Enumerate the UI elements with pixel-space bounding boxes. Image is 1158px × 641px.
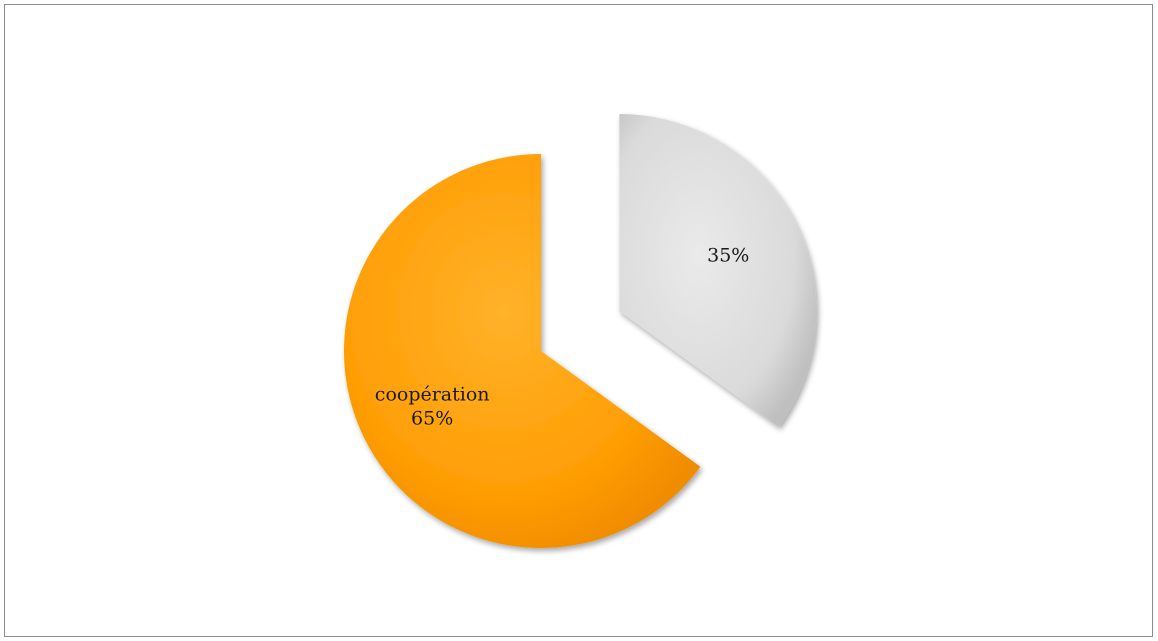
slice-category-label: coopération bbox=[375, 383, 490, 405]
slice-value-label: 65% bbox=[411, 407, 453, 429]
chart-frame: 35% coopération 65% bbox=[4, 4, 1153, 637]
slice-value-label: 35% bbox=[707, 245, 749, 267]
pie-slice-unlabeled bbox=[619, 114, 817, 427]
pie-slice-coopération bbox=[343, 154, 701, 549]
